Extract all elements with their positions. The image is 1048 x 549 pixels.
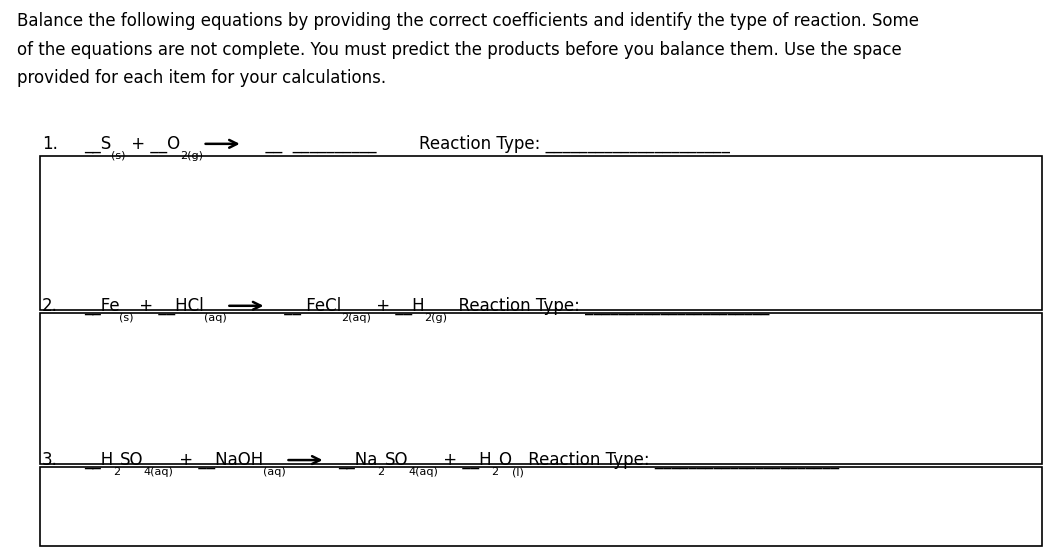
Text: __Na: __Na xyxy=(339,451,377,469)
Bar xyxy=(40,313,1042,464)
Bar xyxy=(40,467,1042,546)
Text: 3.: 3. xyxy=(42,451,58,469)
Text: 2(g): 2(g) xyxy=(179,151,202,161)
Text: SO: SO xyxy=(121,451,144,469)
Text: (aq): (aq) xyxy=(263,467,286,477)
Text: __Fe: __Fe xyxy=(84,297,119,315)
Text: __S: __S xyxy=(84,135,111,153)
Text: __ FeCl: __ FeCl xyxy=(279,296,341,315)
Text: + __H: + __H xyxy=(438,451,492,469)
Text: 2: 2 xyxy=(113,467,121,477)
Text: + __HCl: + __HCl xyxy=(134,296,203,315)
Text: of the equations are not complete. You must predict the products before you bala: of the equations are not complete. You m… xyxy=(17,41,901,59)
Text: (aq): (aq) xyxy=(203,313,226,323)
Text: Reaction Type: ______________________: Reaction Type: ______________________ xyxy=(447,296,769,315)
Text: + __NaOH: + __NaOH xyxy=(174,451,263,469)
Text: __H: __H xyxy=(84,451,113,469)
Text: 1.: 1. xyxy=(42,135,58,153)
Text: (s): (s) xyxy=(119,313,134,323)
Text: + __O: + __O xyxy=(126,135,179,153)
Text: Reaction Type: ______________________: Reaction Type: ______________________ xyxy=(376,135,729,153)
Text: O: O xyxy=(499,451,511,469)
Bar xyxy=(40,156,1042,310)
Text: SO: SO xyxy=(385,451,408,469)
Text: + __H: + __H xyxy=(371,297,424,315)
Text: Balance the following equations by providing the correct coefficients and identi: Balance the following equations by provi… xyxy=(17,12,919,30)
Text: 2(aq): 2(aq) xyxy=(341,313,371,323)
Text: 2: 2 xyxy=(492,467,499,477)
Text: __  __________: __ __________ xyxy=(255,135,376,153)
Text: Reaction Type: ______________________: Reaction Type: ______________________ xyxy=(524,451,839,469)
Text: 4(aq): 4(aq) xyxy=(408,467,438,477)
Text: (l): (l) xyxy=(511,467,524,477)
Text: 2.: 2. xyxy=(42,297,58,315)
Text: (s): (s) xyxy=(111,151,126,161)
Text: provided for each item for your calculations.: provided for each item for your calculat… xyxy=(17,69,386,87)
Text: 2(g): 2(g) xyxy=(424,313,447,323)
Text: 4(aq): 4(aq) xyxy=(144,467,174,477)
Text: 2: 2 xyxy=(377,467,385,477)
